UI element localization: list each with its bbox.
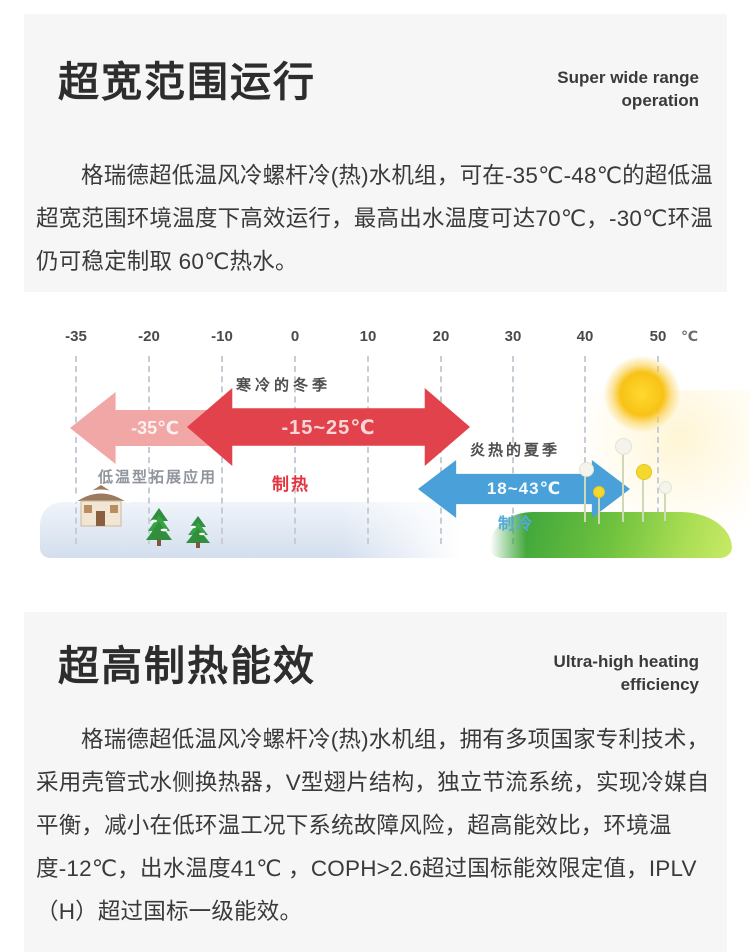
- gridline: [367, 356, 369, 544]
- grass-ground-illustration: [490, 512, 732, 558]
- gridline: [512, 356, 514, 544]
- axis-tick: 20: [432, 328, 450, 345]
- low-temp-app-label: 低温型拓展应用: [98, 469, 218, 486]
- section2-title-en: Ultra-high heating efficiency: [554, 651, 699, 697]
- section1-title-en: Super wide range operation: [557, 67, 699, 113]
- section-wide-range-panel: 超宽范围运行 Super wide range operation 格瑞德超低温…: [24, 14, 727, 292]
- gridline: [75, 356, 77, 544]
- axis-tick: -10: [211, 328, 233, 345]
- gridline: [584, 356, 586, 544]
- section2-title-row: 超高制热能效 Ultra-high heating efficiency: [58, 643, 699, 697]
- section2-title-en-line2: efficiency: [620, 674, 699, 694]
- axis-unit-label: ℃: [681, 328, 698, 344]
- axis-tick: -20: [138, 328, 160, 345]
- section1-title-row: 超宽范围运行 Super wide range operation: [58, 59, 699, 113]
- axis-tick: 30: [504, 328, 522, 345]
- house-icon: [72, 485, 130, 527]
- section1-paragraph: 格瑞德超低温风冷螺杆冷(热)水机组，可在-35℃-48℃的超低温超宽范围环境温度…: [36, 163, 713, 274]
- heating-range-label: -15~25℃: [281, 416, 376, 439]
- axis-tick: 0: [290, 328, 300, 345]
- axis-tick: -35: [65, 328, 87, 345]
- heating-mode-label: 制热: [272, 475, 310, 494]
- pine-tree-icon: [186, 516, 210, 548]
- axis-tick: 10: [359, 328, 377, 345]
- section1-title-zh: 超宽范围运行: [58, 59, 316, 105]
- gridline: [294, 356, 296, 544]
- axis-tick: 40: [576, 328, 594, 345]
- section-heating-efficiency-panel: 超高制热能效 Ultra-high heating efficiency 格瑞德…: [24, 612, 727, 952]
- section2-title-en-line1: Ultra-high heating: [553, 652, 699, 671]
- pine-tree-icon: [146, 508, 172, 546]
- temperature-range-diagram: -35 -20 -10 0 10 20 30 40 50 ℃ 寒冷的冬季 炎热的…: [40, 320, 750, 570]
- cooling-mode-label: 制冷: [498, 516, 535, 533]
- summer-season-label: 炎热的夏季: [470, 442, 561, 459]
- low-temp-range-label: -35℃: [131, 417, 179, 438]
- cooling-range-label: 18~43℃: [486, 479, 562, 498]
- section1-title-en-line2: operation: [621, 90, 699, 110]
- sun-icon: [604, 356, 680, 432]
- gridline: [657, 356, 659, 544]
- heating-range-arrow: -15~25℃: [187, 388, 470, 466]
- section2-paragraph: 格瑞德超低温风冷螺杆冷(热)水机组，拥有多项国家专利技术，采用壳管式水侧换热器，…: [36, 727, 710, 924]
- winter-season-label: 寒冷的冬季: [236, 377, 332, 394]
- section1-title-en-line1: Super wide range: [557, 68, 699, 87]
- axis-tick: 50: [649, 328, 667, 345]
- section2-title-zh: 超高制热能效: [58, 643, 316, 689]
- gridline: [148, 356, 150, 544]
